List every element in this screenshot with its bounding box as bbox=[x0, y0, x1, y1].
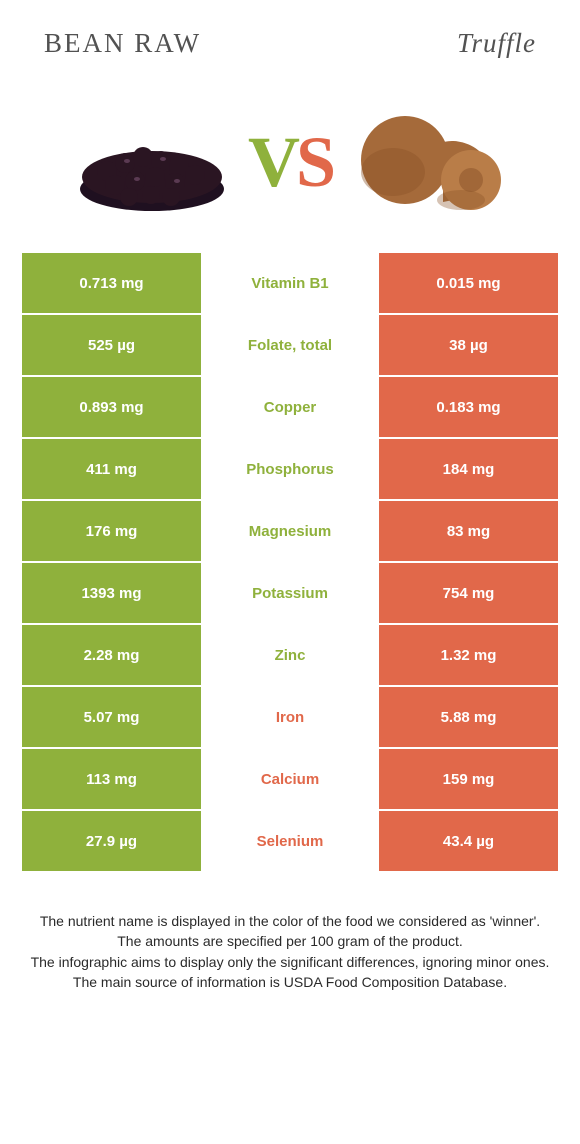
left-value: 0.713 mg bbox=[22, 253, 201, 313]
title-left: BEAN RAW bbox=[44, 28, 201, 59]
right-value: 159 mg bbox=[379, 749, 558, 809]
left-value: 411 mg bbox=[22, 439, 201, 499]
left-value: 176 mg bbox=[22, 501, 201, 561]
left-value: 113 mg bbox=[22, 749, 201, 809]
left-value: 2.28 mg bbox=[22, 625, 201, 685]
right-value: 38 µg bbox=[379, 315, 558, 375]
nutrient-row: 411 mgPhosphorus184 mg bbox=[22, 439, 558, 499]
right-value: 0.183 mg bbox=[379, 377, 558, 437]
right-value: 184 mg bbox=[379, 439, 558, 499]
vs-v: V bbox=[248, 121, 296, 204]
nutrient-row: 0.713 mgVitamin B10.015 mg bbox=[22, 253, 558, 313]
truffle-image bbox=[338, 97, 518, 227]
title-right: Truffle bbox=[457, 28, 536, 59]
header: BEAN RAW Truffle bbox=[0, 0, 580, 67]
footer-line: The nutrient name is displayed in the co… bbox=[24, 911, 556, 931]
nutrient-row: 176 mgMagnesium83 mg bbox=[22, 501, 558, 561]
right-value: 1.32 mg bbox=[379, 625, 558, 685]
nutrient-name: Potassium bbox=[201, 563, 379, 623]
left-value: 5.07 mg bbox=[22, 687, 201, 747]
left-value: 27.9 µg bbox=[22, 811, 201, 871]
nutrient-name: Iron bbox=[201, 687, 379, 747]
nutrient-name: Vitamin B1 bbox=[201, 253, 379, 313]
bean-image bbox=[62, 97, 242, 227]
nutrient-row: 1393 mgPotassium754 mg bbox=[22, 563, 558, 623]
left-value: 1393 mg bbox=[22, 563, 201, 623]
nutrient-name: Copper bbox=[201, 377, 379, 437]
nutrient-row: 2.28 mgZinc1.32 mg bbox=[22, 625, 558, 685]
nutrient-row: 0.893 mgCopper0.183 mg bbox=[22, 377, 558, 437]
nutrient-row: 27.9 µgSelenium43.4 µg bbox=[22, 811, 558, 871]
vs-label: VS bbox=[248, 121, 332, 204]
right-value: 0.015 mg bbox=[379, 253, 558, 313]
vs-s: S bbox=[296, 121, 332, 204]
nutrient-row: 525 µgFolate, total38 µg bbox=[22, 315, 558, 375]
vs-row: VS bbox=[0, 67, 580, 253]
nutrient-table: 0.713 mgVitamin B10.015 mg525 µgFolate, … bbox=[22, 253, 558, 871]
footer-line: The amounts are specified per 100 gram o… bbox=[24, 931, 556, 951]
right-value: 754 mg bbox=[379, 563, 558, 623]
nutrient-name: Selenium bbox=[201, 811, 379, 871]
right-value: 43.4 µg bbox=[379, 811, 558, 871]
nutrient-name: Magnesium bbox=[201, 501, 379, 561]
left-value: 0.893 mg bbox=[22, 377, 201, 437]
nutrient-name: Phosphorus bbox=[201, 439, 379, 499]
footer-line: The main source of information is USDA F… bbox=[24, 972, 556, 992]
nutrient-name: Zinc bbox=[201, 625, 379, 685]
right-value: 5.88 mg bbox=[379, 687, 558, 747]
footer-notes: The nutrient name is displayed in the co… bbox=[0, 871, 580, 992]
nutrient-row: 113 mgCalcium159 mg bbox=[22, 749, 558, 809]
left-value: 525 µg bbox=[22, 315, 201, 375]
nutrient-name: Folate, total bbox=[201, 315, 379, 375]
right-value: 83 mg bbox=[379, 501, 558, 561]
footer-line: The infographic aims to display only the… bbox=[24, 952, 556, 972]
nutrient-row: 5.07 mgIron5.88 mg bbox=[22, 687, 558, 747]
nutrient-name: Calcium bbox=[201, 749, 379, 809]
